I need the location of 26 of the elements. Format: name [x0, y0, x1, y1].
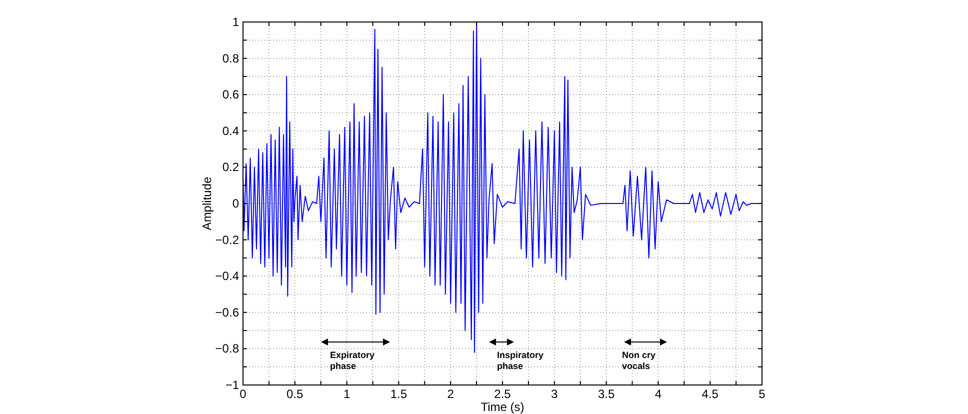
y-axis-title: Amplitude [200, 176, 214, 230]
x-tick-label: 3.5 [598, 387, 615, 401]
x-tick-label: 1.5 [390, 387, 408, 401]
y-tick-label: −0.4 [215, 269, 240, 284]
x-tick-label: 2.5 [494, 387, 512, 401]
x-tick-label: 0.5 [286, 387, 304, 401]
x-tick-label: 5 [758, 387, 766, 401]
y-tick-label: 1 [232, 15, 240, 29]
x-tick-label: 3 [551, 387, 558, 401]
y-tick-label: −0.2 [215, 232, 240, 247]
annotation: Inspiratory phase [497, 350, 544, 371]
y-tick-label: 0 [232, 196, 240, 210]
x-tick-label: 4 [654, 387, 662, 401]
y-tick-label: 0.2 [222, 160, 240, 174]
y-tick-label: 0.4 [222, 124, 240, 138]
x-tick-label: 1 [343, 387, 350, 401]
y-tick-label: −0.6 [215, 305, 240, 320]
y-tick-label: 0.8 [222, 51, 240, 66]
y-tick-label: 0.6 [222, 88, 240, 102]
x-tick-label: 4.5 [702, 387, 719, 401]
annotation: Expiratory phase [330, 350, 375, 371]
y-tick-label: −1 [225, 378, 240, 392]
x-tick-label: 2 [447, 387, 454, 401]
annotation: Non cry vocals [622, 350, 656, 371]
x-axis-title: Time (s) [480, 400, 524, 414]
y-tick-label: −0.8 [215, 342, 240, 356]
